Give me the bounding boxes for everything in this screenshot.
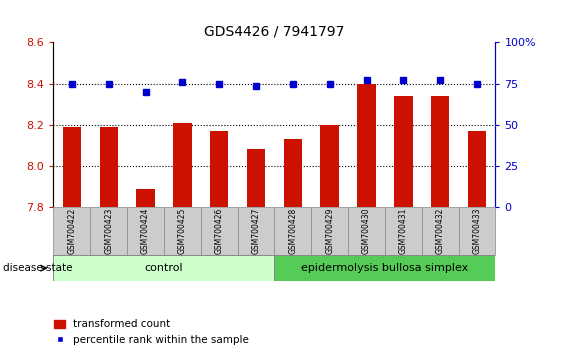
Text: GSM700432: GSM700432 (436, 208, 445, 254)
Bar (247, 149, 265, 207)
Text: GSM700424: GSM700424 (141, 208, 150, 254)
Text: GSM700430: GSM700430 (362, 208, 371, 254)
Title: GDS4426 / 7941797: GDS4426 / 7941797 (204, 24, 345, 39)
Bar (320, 125, 339, 207)
Bar (238, 207, 275, 255)
Text: control: control (145, 263, 184, 273)
Bar (90, 207, 127, 255)
Bar (422, 207, 459, 255)
Bar (348, 207, 385, 255)
Text: GSM700423: GSM700423 (104, 208, 113, 254)
Bar (201, 207, 238, 255)
Text: epidermolysis bullosa simplex: epidermolysis bullosa simplex (301, 263, 468, 273)
Bar (468, 131, 486, 207)
Bar (100, 127, 118, 207)
Bar (53, 255, 275, 281)
Text: GSM700426: GSM700426 (215, 208, 224, 254)
Text: GSM700429: GSM700429 (325, 208, 334, 254)
Text: GSM700433: GSM700433 (472, 208, 481, 254)
Text: GSM700425: GSM700425 (178, 208, 187, 254)
Text: disease state: disease state (3, 263, 72, 273)
Legend: transformed count, percentile rank within the sample: transformed count, percentile rank withi… (50, 315, 253, 349)
Bar (62, 127, 81, 207)
Text: GSM700427: GSM700427 (252, 208, 261, 254)
Bar (173, 123, 191, 207)
Bar (431, 96, 449, 207)
Bar (358, 84, 376, 207)
Bar (210, 131, 229, 207)
Bar (127, 207, 164, 255)
Text: GSM700431: GSM700431 (399, 208, 408, 254)
Text: GSM700428: GSM700428 (288, 208, 297, 254)
Bar (275, 255, 495, 281)
Bar (284, 139, 302, 207)
Bar (136, 189, 155, 207)
Bar (394, 96, 413, 207)
Bar (164, 207, 201, 255)
Bar (311, 207, 348, 255)
Text: GSM700422: GSM700422 (68, 208, 77, 254)
Bar (53, 207, 90, 255)
Bar (275, 207, 311, 255)
Bar (385, 207, 422, 255)
Bar (459, 207, 495, 255)
